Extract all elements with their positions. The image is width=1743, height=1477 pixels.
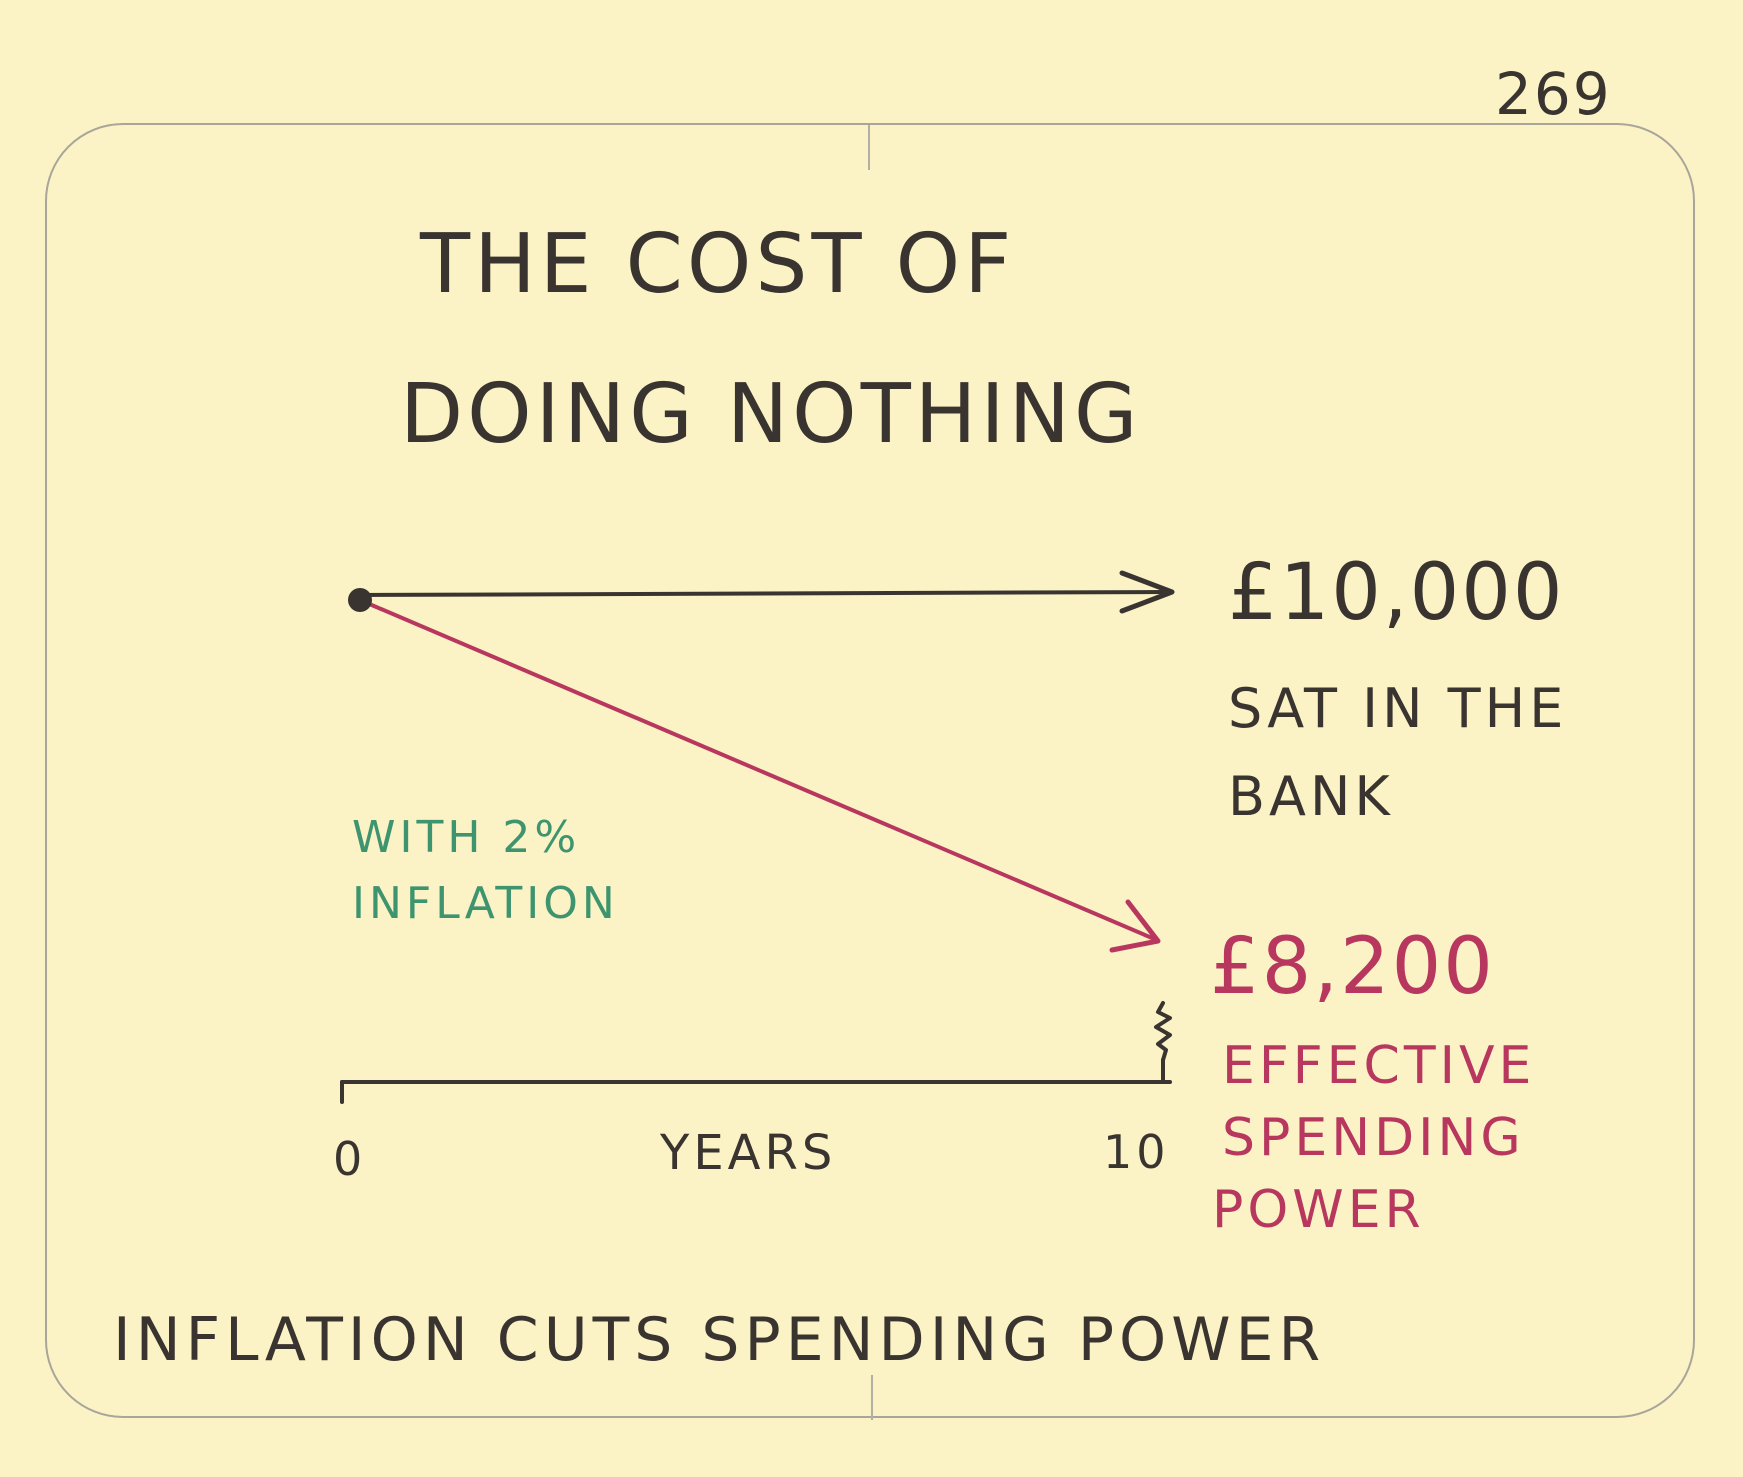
bottom-description-line-3: POWER [1212, 1180, 1425, 1240]
x-axis-start-label: 0 [333, 1132, 367, 1186]
inflation-note-line-2: INFLATION [352, 878, 619, 929]
title-line-1: THE COST OF [420, 217, 1016, 312]
bottom-description-line-1: EFFECTIVE [1222, 1036, 1536, 1096]
x-axis-label: YEARS [660, 1125, 837, 1181]
card-top-tick [868, 125, 870, 170]
page-number: 269 [1495, 60, 1612, 128]
flat-arrowhead [1119, 570, 1175, 614]
axis-break-icon [1154, 1001, 1172, 1062]
flat-line [358, 590, 1167, 597]
inflation-note: WITH 2% INFLATION [352, 805, 619, 937]
diagram-title: THE COST OF DOING NOTHING [400, 190, 1142, 490]
start-point [348, 588, 372, 612]
top-description: SAT IN THE BANK [1228, 665, 1567, 841]
top-description-line-1: SAT IN THE [1228, 677, 1568, 740]
caption: INFLATION CUTS SPENDING POWER [113, 1305, 1326, 1375]
top-description-line-2: BANK [1228, 765, 1394, 828]
decline-arrowhead [1109, 899, 1161, 953]
card-bottom-tick [871, 1375, 873, 1420]
bottom-value: £8,200 [1210, 922, 1495, 1012]
top-value: £10,000 [1228, 548, 1565, 638]
bottom-description-line-2: SPENDING [1222, 1108, 1525, 1168]
decline-line [358, 598, 1154, 940]
card-frame [45, 123, 1695, 1418]
bottom-description: EFFECTIVE SPENDING POWER [1212, 1030, 1536, 1246]
inflation-note-line-1: WITH 2% [352, 812, 581, 863]
title-line-2: DOING NOTHING [400, 367, 1142, 462]
x-axis-end-label: 10 [1103, 1125, 1170, 1179]
